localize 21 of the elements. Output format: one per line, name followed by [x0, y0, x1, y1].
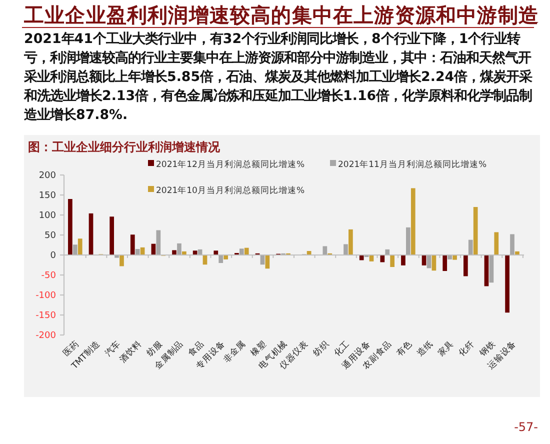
- x-tick-label: 纺织: [310, 338, 332, 359]
- chart-subtitle: 2021年41个工业大类行业中，有32个行业利润同比增长，8个行业下降，1个行业转亏，利润增速较高的行业主要集中在上游资源和部分中游制造业，其中：石油和天然气开采业利润总额比上年增长5.85倍，石油、煤炭及其他燃料加工业增长2.24倍，煤炭开采和洗选业增长2.13倍，有色金属冶炼和压延加工业增长1.16倍，化学原料和化学制品制造业增长87.8%.: [24, 30, 534, 125]
- legend-label: 2021年12月当月利润总额同比增速%: [156, 159, 305, 170]
- y-tick-label: -100: [36, 291, 56, 302]
- legend-label: 2021年11月当月利润总额同比增速%: [338, 159, 487, 170]
- y-tick-label: 50: [44, 231, 56, 242]
- y-tick-label: -150: [36, 311, 56, 322]
- x-tick-label: 造纸: [414, 338, 436, 359]
- y-tick-label: 150: [38, 191, 56, 202]
- y-tick-label: 0: [50, 251, 56, 262]
- x-tick-label: 家具: [436, 338, 456, 359]
- chart-title: 工业企业盈利利润增速较高的集中在上游资源和中游制造: [24, 2, 539, 29]
- text: 图：工业企业细分行业利润增速情况: [28, 140, 221, 154]
- legend-label: 2021年10月当月利润总额同比增速%: [156, 185, 305, 196]
- x-tick-label: 有色: [394, 338, 415, 359]
- text: -57-: [514, 420, 538, 434]
- y-tick-label: -50: [41, 271, 56, 282]
- y-tick-label: 200: [38, 171, 56, 182]
- x-tick-label: 化纤: [456, 338, 478, 359]
- y-tick-label: 100: [38, 211, 56, 222]
- y-tick-label: -200: [36, 331, 56, 342]
